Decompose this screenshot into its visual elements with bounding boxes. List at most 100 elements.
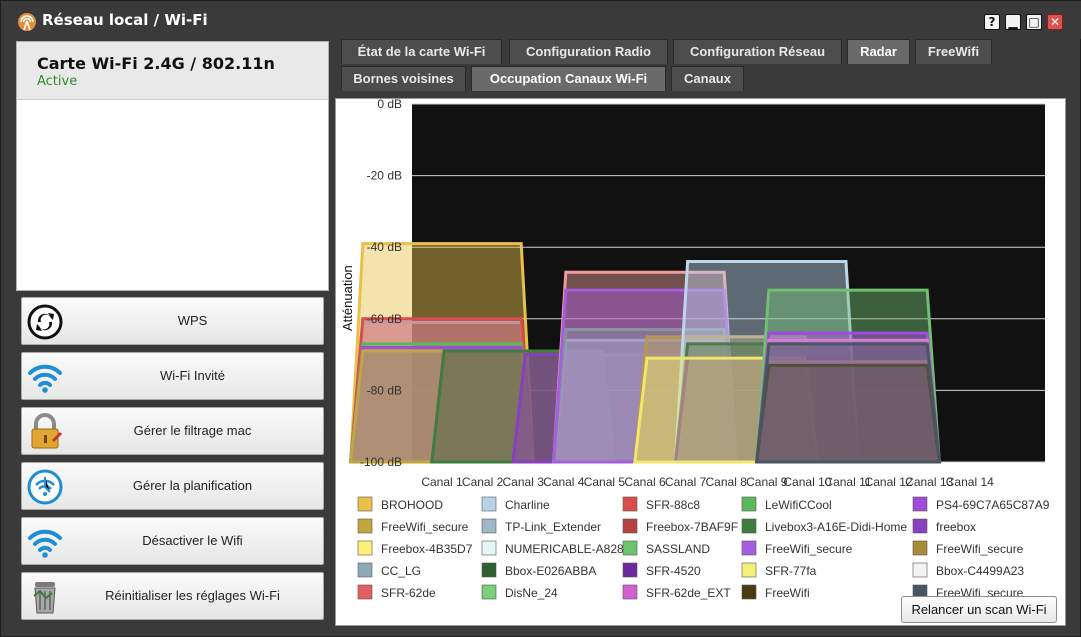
- legend-label: BROHOOD: [381, 498, 443, 512]
- channel-occupancy-panel: 0 dB -20 dB -40 dB -60 dB -80 dB -100 dB Cana…: [335, 97, 1066, 626]
- maximize-button[interactable]: □: [1026, 14, 1042, 30]
- legend-swatch: [357, 540, 373, 556]
- legend-label: SASSLAND: [646, 542, 710, 556]
- legend-swatch: [741, 496, 757, 512]
- x-tick-label: Canal 13: [905, 475, 953, 489]
- legend-swatch: [622, 584, 638, 600]
- legend-swatch: [481, 496, 497, 512]
- schedule-button[interactable]: Gérer la planification: [21, 462, 324, 510]
- guest-wifi-label: Wi-Fi Invité: [160, 368, 225, 383]
- legend-label: SFR-62de_EXT: [646, 586, 731, 600]
- title-bar[interactable]: Réseau local / Wi-Fi ? ▁ □ ✕: [1, 1, 1081, 39]
- legend-label: Freebox-7BAF9F: [646, 520, 738, 534]
- legend-swatch: [912, 562, 928, 578]
- legend-label: Charline: [505, 498, 550, 512]
- rescan-button[interactable]: Relancer un scan Wi-Fi: [901, 596, 1057, 623]
- legend-label: SFR-77fa: [765, 564, 817, 578]
- disable-wifi-label: Désactiver le Wifi: [142, 533, 243, 548]
- y-tick-label: -80 dB: [367, 383, 402, 397]
- y-tick-label: -40 dB: [367, 240, 402, 254]
- adapter-status: Active: [37, 74, 78, 89]
- x-tick-label: Canal 2: [462, 475, 504, 489]
- legend-swatch: [741, 562, 757, 578]
- x-tick-label: Canal 8: [706, 475, 748, 489]
- mac-filter-label: Gérer le filtrage mac: [133, 423, 252, 438]
- y-tick-label: -60 dB: [367, 312, 402, 326]
- window-title: Réseau local / Wi-Fi: [42, 11, 208, 29]
- legend-swatch: [912, 496, 928, 512]
- legend-label: TP-Link_Extender: [505, 520, 601, 534]
- y-tick-label: -100 dB: [360, 455, 402, 469]
- legend-swatch: [622, 518, 638, 534]
- legend-swatch: [741, 540, 757, 556]
- legend-label: SFR-88c8: [646, 498, 700, 512]
- wps-button[interactable]: WPS: [21, 297, 324, 345]
- legend-swatch: [357, 496, 373, 512]
- legend-label: CC_LG: [381, 564, 421, 578]
- minimize-button[interactable]: ▁: [1005, 14, 1021, 30]
- padlock-icon: [31, 413, 63, 449]
- legend-label: FreeWifi_secure: [765, 542, 853, 556]
- plot-background: [412, 104, 1045, 462]
- wifi-antenna-icon: [18, 13, 36, 31]
- x-axis-ticks: Canal 1 Canal 2 Canal 3 Canal 4 Canal 5 Canal…: [421, 475, 994, 489]
- x-tick-label: Canal 6: [624, 475, 666, 489]
- adapter-name: Carte Wi-Fi 2.4G / 802.11n: [37, 54, 275, 73]
- schedule-label: Gérer la planification: [132, 478, 253, 493]
- legend-swatch: [622, 562, 638, 578]
- y-tick-label: 0 dB: [377, 99, 402, 111]
- legend-swatch: [912, 518, 928, 534]
- legend-label: Bbox-C4499A23: [936, 564, 1024, 578]
- tab-network-config[interactable]: Configuration Réseau: [673, 39, 842, 64]
- chart-legend: BROHOOD Charline SFR-88c8 LeWifiCCool PS4-69…: [357, 496, 1050, 600]
- legend-label: NUMERICABLE-A828: [505, 542, 624, 556]
- x-tick-label: Canal 12: [865, 475, 913, 489]
- y-tick-label: -20 dB: [367, 169, 402, 183]
- wifi-icon: [28, 529, 62, 558]
- legend-label: SFR-4520: [646, 564, 701, 578]
- x-tick-label: Canal 11: [824, 475, 871, 489]
- legend-label: FreeWifi_secure: [936, 542, 1024, 556]
- legend-label: Livebox3-A16E-Didi-Home: [765, 520, 907, 534]
- x-tick-label: Canal 14: [946, 475, 994, 489]
- legend-swatch: [481, 518, 497, 534]
- x-tick-label: Canal 9: [746, 475, 788, 489]
- tab-radar[interactable]: Radar: [847, 39, 910, 64]
- series-areas: [348, 242, 942, 464]
- legend-label: SFR-62de: [381, 586, 436, 600]
- x-tick-label: Canal 3: [503, 475, 545, 489]
- legend-label: Bbox-E026ABBA: [505, 564, 596, 578]
- x-tick-label: Canal 5: [584, 475, 626, 489]
- wifi-clock-icon: [27, 469, 63, 505]
- legend-swatch: [481, 584, 497, 600]
- legend-swatch: [741, 584, 757, 600]
- reset-wifi-label: Réinitialiser les réglages Wi-Fi: [105, 588, 280, 603]
- legend-label: PS4-69C7A65C87A9: [936, 498, 1050, 512]
- legend-label: LeWifiCCool: [765, 498, 832, 512]
- legend-swatch: [357, 562, 373, 578]
- legend-swatch: [357, 518, 373, 534]
- mac-filter-button[interactable]: Gérer le filtrage mac: [21, 407, 324, 455]
- x-tick-label: Canal 10: [783, 475, 831, 489]
- y-axis-ticks: 0 dB -20 dB -40 dB -60 dB -80 dB -100 dB: [360, 97, 402, 469]
- x-tick-label: Canal 7: [665, 475, 707, 489]
- x-tick-label: Canal 1: [421, 475, 463, 489]
- legend-swatch: [357, 584, 373, 600]
- wps-icon: [27, 304, 63, 340]
- tab-neighbor-aps[interactable]: Bornes voisines: [341, 66, 466, 91]
- disable-wifi-button[interactable]: Désactiver le Wifi: [21, 517, 324, 565]
- tab-freewifi[interactable]: FreeWifi: [915, 39, 992, 64]
- series-area: [754, 342, 942, 464]
- y-axis-label: Atténuation: [340, 265, 355, 331]
- help-button[interactable]: ?: [984, 14, 1000, 30]
- tab-radio-config[interactable]: Configuration Radio: [509, 39, 668, 64]
- tab-channel-occupancy[interactable]: Occupation Canaux Wi-Fi: [471, 66, 666, 91]
- legend-swatch: [741, 518, 757, 534]
- tab-channels[interactable]: Canaux: [671, 66, 744, 91]
- guest-wifi-button[interactable]: Wi-Fi Invité: [21, 352, 324, 400]
- close-button[interactable]: ✕: [1047, 14, 1063, 30]
- reset-wifi-button[interactable]: Réinitialiser les réglages Wi-Fi: [21, 572, 324, 620]
- adapter-card[interactable]: Carte Wi-Fi 2.4G / 802.11n Active: [17, 42, 328, 100]
- tab-adapter-status[interactable]: État de la carte Wi-Fi: [341, 39, 502, 64]
